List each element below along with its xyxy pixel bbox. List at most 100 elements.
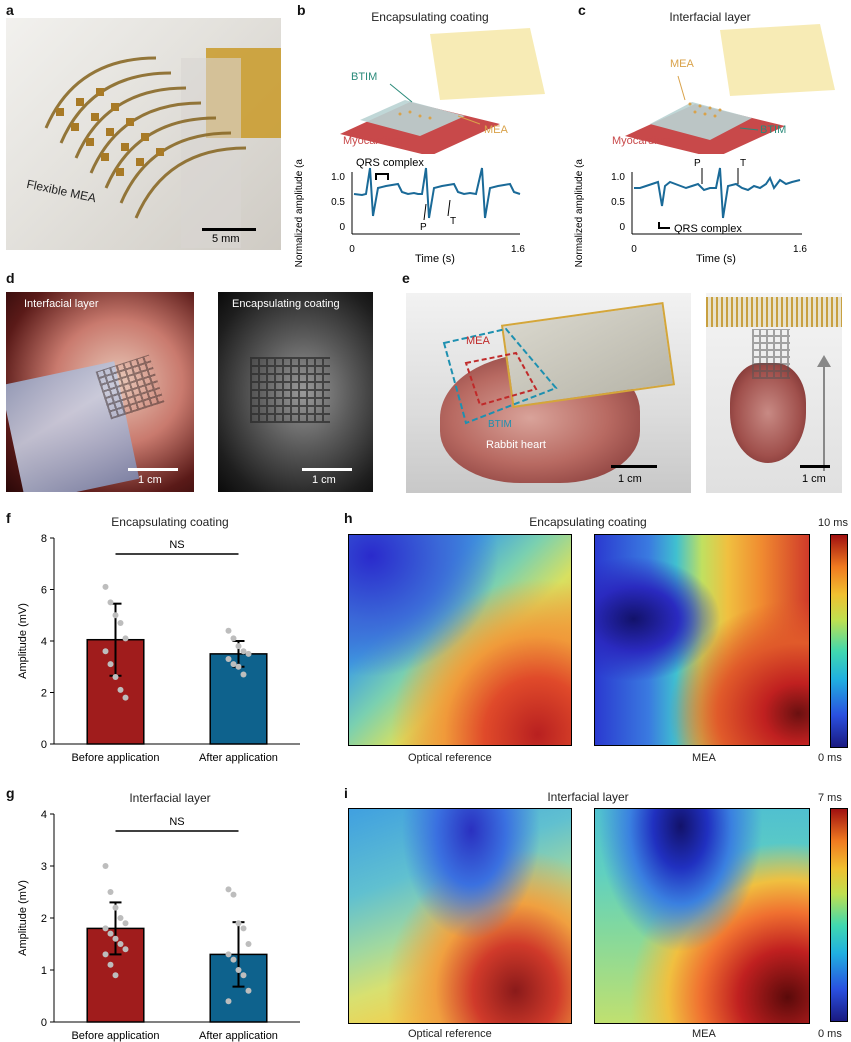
g-bar-chart: 0 1 2 3 4 Amplitude (mV) Before application Aft…	[17, 809, 300, 1042]
data-point	[117, 619, 124, 626]
d-left-title: Interfacial layer	[24, 298, 99, 310]
data-point	[102, 583, 109, 590]
data-point	[235, 643, 242, 650]
data-point	[225, 951, 232, 958]
panel-label-d: d	[6, 270, 15, 286]
e-heart-label: Rabbit heart	[486, 439, 546, 451]
b-ecg-trace	[353, 167, 521, 219]
e-overlay	[442, 327, 558, 425]
significance-label: NS	[169, 816, 184, 828]
scale-bar-e-right	[800, 465, 830, 468]
scale-label-d-left: 1 cm	[138, 474, 162, 486]
b-ytick-1: 1.0	[331, 172, 345, 183]
scale-label-e-right: 1 cm	[802, 473, 826, 485]
b-xtick-0: 0	[349, 244, 355, 255]
e-arrow-up-icon	[817, 355, 831, 471]
data-point	[102, 863, 109, 869]
c-xtick-0: 0	[631, 244, 637, 255]
data-point	[245, 650, 252, 657]
data-point	[107, 599, 114, 606]
data-point	[102, 951, 109, 958]
data-point	[245, 987, 252, 994]
scale-bar-a	[202, 228, 256, 231]
y-tick-label: 0	[41, 739, 47, 751]
data-point	[107, 930, 114, 937]
panel-label-i: i	[344, 785, 348, 801]
b-ecg-plot: 0 0.5 1.0 0 1.6 Time (s) P T QRS complex…	[294, 158, 525, 267]
c-mea-label: MEA	[670, 58, 694, 70]
y-tick-label: 8	[41, 533, 47, 545]
data-point	[245, 941, 252, 947]
scale-bar-d-left	[128, 468, 178, 471]
category-label: Before application	[71, 752, 159, 764]
y-tick-label: 6	[41, 585, 47, 597]
h-cb-min: 0 ms	[818, 752, 842, 764]
data-point	[122, 920, 129, 927]
i-mea-map	[594, 808, 810, 1024]
c-qrs-label: QRS complex	[674, 223, 742, 235]
data-point	[117, 915, 124, 921]
d-heart-photo: Interfacial layer 1 cm	[6, 292, 194, 492]
b-diagram	[340, 28, 545, 154]
i-optical-map	[348, 808, 572, 1024]
panel-label-c: c	[578, 2, 586, 18]
f-bar-chart: 0 2 4 6 8 Amplitude (mV) Before application Aft…	[17, 533, 300, 764]
d-fluorescence-photo: Encapsulating coating 1 cm	[218, 292, 373, 492]
data-point	[240, 671, 247, 678]
b-xlabel: Time (s)	[415, 253, 455, 265]
data-point	[240, 925, 247, 932]
data-point	[107, 961, 114, 968]
e-rabbit-heart-photo: MEA BTIM Rabbit heart 1 cm	[406, 293, 691, 493]
panel-label-a: a	[6, 2, 14, 18]
y-tick-label: 1	[41, 965, 47, 977]
y-tick-label: 2	[41, 913, 47, 925]
data-point	[112, 612, 119, 619]
c-xtick-16: 1.6	[793, 244, 807, 255]
b-btim-label: BTIM	[351, 71, 378, 83]
b-ylabel: Normalized amplitude (a.u.)	[294, 158, 305, 267]
data-point	[107, 889, 114, 895]
data-point	[230, 956, 237, 963]
h-left-caption: Optical reference	[408, 752, 492, 764]
b-p-label: P	[420, 222, 427, 233]
g-title: Interfacial layer	[129, 791, 211, 805]
data-point	[230, 661, 237, 668]
data-point	[235, 920, 242, 927]
data-point	[107, 661, 114, 668]
data-point	[235, 967, 242, 973]
mea-illustration	[44, 48, 281, 248]
data-point	[230, 891, 237, 898]
data-point	[240, 972, 247, 979]
data-point	[112, 935, 119, 942]
data-point	[122, 635, 129, 642]
i-colorbar	[830, 808, 848, 1022]
y-axis-label: Amplitude (mV)	[17, 880, 29, 956]
data-point	[112, 904, 119, 911]
e-hanging-heart-photo: 1 cm	[706, 293, 842, 493]
c-t-label: T	[740, 158, 746, 169]
y-tick-label: 3	[41, 861, 47, 873]
category-label: After application	[199, 1030, 278, 1042]
e-mea-label: MEA	[466, 335, 490, 347]
data-point	[117, 686, 124, 693]
h-colorbar	[830, 534, 848, 748]
b-myocardium-label: Myocardium	[343, 135, 403, 147]
h-title: Encapsulating coating	[529, 515, 647, 529]
scale-bar-d-right	[302, 468, 352, 471]
e-btim-label: BTIM	[488, 419, 512, 430]
scale-label-d-right: 1 cm	[312, 474, 336, 486]
data-point	[235, 663, 242, 670]
b-t-label: T	[450, 216, 456, 227]
scale-label-a: 5 mm	[212, 233, 240, 245]
data-point	[225, 656, 232, 663]
i-cb-max: 7 ms	[818, 792, 842, 804]
panel-label-h: h	[344, 510, 353, 526]
b-xtick-16: 1.6	[511, 244, 525, 255]
y-tick-label: 4	[41, 636, 47, 648]
b-mea-label: MEA	[484, 124, 508, 136]
h-right-caption: MEA	[692, 752, 716, 764]
panel-label-f: f	[6, 510, 11, 526]
data-point	[225, 886, 232, 893]
data-point	[230, 635, 237, 642]
b-ytick-0: 0	[339, 222, 345, 233]
